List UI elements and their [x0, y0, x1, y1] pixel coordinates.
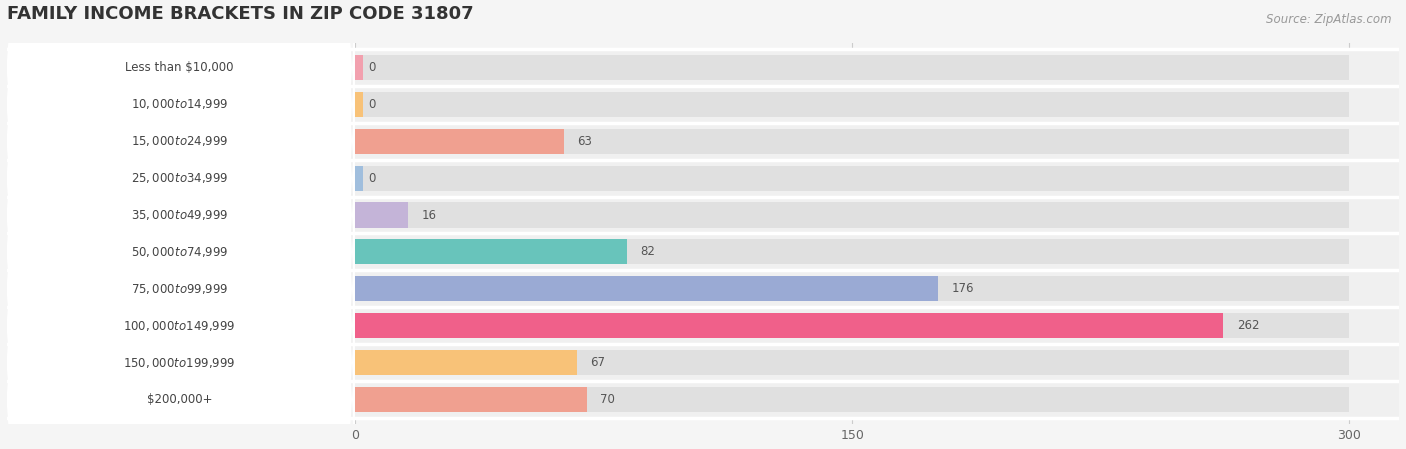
Text: 0: 0 — [368, 98, 375, 111]
Bar — [7, 345, 1399, 380]
FancyBboxPatch shape — [4, 79, 354, 351]
Bar — [354, 350, 576, 375]
Text: 70: 70 — [600, 393, 614, 406]
Bar — [354, 387, 1350, 412]
Text: $50,000 to $74,999: $50,000 to $74,999 — [131, 245, 228, 259]
Bar — [354, 55, 1350, 80]
Text: FAMILY INCOME BRACKETS IN ZIP CODE 31807: FAMILY INCOME BRACKETS IN ZIP CODE 31807 — [7, 5, 474, 23]
Text: 262: 262 — [1237, 319, 1260, 332]
FancyBboxPatch shape — [4, 227, 354, 449]
Bar — [354, 166, 1350, 191]
Bar — [7, 197, 1399, 233]
Bar — [354, 202, 408, 228]
Bar — [7, 308, 1399, 343]
Bar — [354, 92, 1350, 117]
Text: Source: ZipAtlas.com: Source: ZipAtlas.com — [1267, 13, 1392, 26]
Text: 0: 0 — [368, 172, 375, 185]
Text: $200,000+: $200,000+ — [146, 393, 212, 406]
FancyBboxPatch shape — [4, 116, 354, 388]
Bar — [354, 313, 1223, 338]
FancyBboxPatch shape — [4, 0, 354, 240]
Bar — [7, 271, 1399, 307]
FancyBboxPatch shape — [4, 264, 354, 449]
Bar — [354, 166, 363, 191]
Text: $15,000 to $24,999: $15,000 to $24,999 — [131, 134, 228, 148]
FancyBboxPatch shape — [4, 0, 354, 203]
Bar — [7, 234, 1399, 269]
Bar — [354, 55, 363, 80]
FancyBboxPatch shape — [4, 189, 354, 449]
Bar — [7, 123, 1399, 159]
Text: $100,000 to $149,999: $100,000 to $149,999 — [124, 319, 236, 333]
Bar — [7, 50, 1399, 85]
Bar — [354, 350, 1350, 375]
Bar — [354, 313, 1350, 338]
FancyBboxPatch shape — [4, 42, 354, 314]
Text: 67: 67 — [591, 356, 606, 369]
Bar — [354, 276, 938, 301]
Bar — [354, 129, 1350, 154]
FancyBboxPatch shape — [4, 5, 354, 277]
Text: 63: 63 — [576, 135, 592, 148]
Bar — [7, 160, 1399, 196]
Text: $35,000 to $49,999: $35,000 to $49,999 — [131, 208, 228, 222]
Text: 0: 0 — [368, 61, 375, 74]
Bar — [7, 87, 1399, 122]
Text: 16: 16 — [422, 208, 436, 221]
Text: Less than $10,000: Less than $10,000 — [125, 61, 233, 74]
Text: $25,000 to $34,999: $25,000 to $34,999 — [131, 171, 228, 185]
Bar — [354, 276, 1350, 301]
FancyBboxPatch shape — [4, 153, 354, 425]
Text: $75,000 to $99,999: $75,000 to $99,999 — [131, 282, 228, 296]
Bar — [354, 129, 564, 154]
Text: 176: 176 — [952, 282, 974, 295]
Bar — [354, 202, 1350, 228]
Text: $10,000 to $14,999: $10,000 to $14,999 — [131, 97, 228, 111]
Text: $150,000 to $199,999: $150,000 to $199,999 — [124, 356, 236, 370]
Bar — [7, 382, 1399, 417]
Bar — [354, 92, 363, 117]
Bar — [354, 387, 586, 412]
Bar — [354, 239, 1350, 264]
Text: 82: 82 — [640, 246, 655, 259]
Bar — [354, 239, 627, 264]
